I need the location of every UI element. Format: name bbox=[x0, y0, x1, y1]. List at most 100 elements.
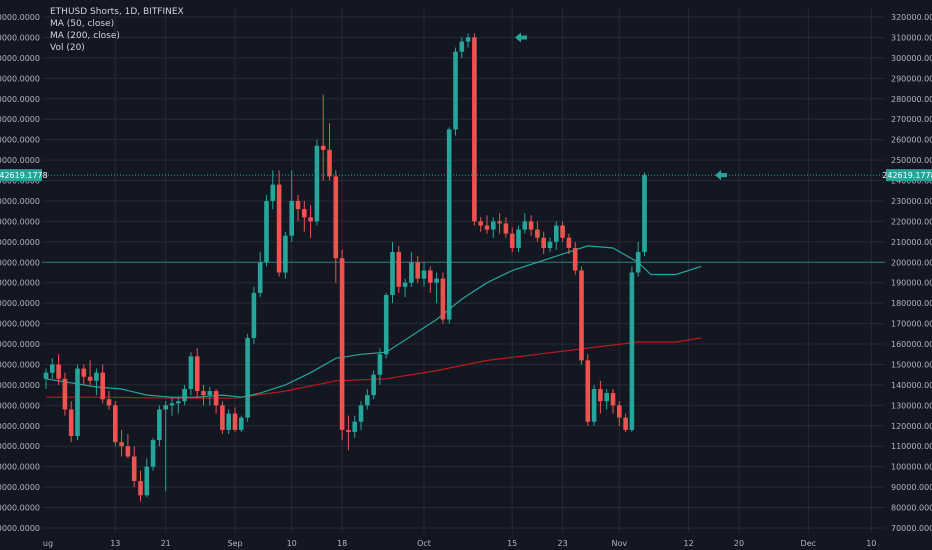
candle-up[interactable] bbox=[554, 225, 559, 242]
candle-down[interactable] bbox=[566, 237, 572, 248]
candle-down[interactable] bbox=[497, 221, 502, 224]
candle-down[interactable] bbox=[81, 368, 87, 377]
candle-down[interactable] bbox=[100, 372, 105, 400]
candle-down[interactable] bbox=[62, 378, 68, 410]
candle-up[interactable] bbox=[163, 405, 168, 410]
candle-down[interactable] bbox=[484, 225, 490, 230]
candle-up[interactable] bbox=[377, 354, 383, 375]
candle-down[interactable] bbox=[56, 364, 61, 379]
candle-down[interactable] bbox=[598, 389, 603, 402]
candle-down[interactable] bbox=[68, 409, 74, 437]
candle-down[interactable] bbox=[623, 417, 628, 430]
candle-down[interactable] bbox=[415, 262, 420, 279]
candle-up[interactable] bbox=[314, 145, 320, 222]
candle-up[interactable] bbox=[251, 292, 257, 338]
candle-down[interactable] bbox=[113, 405, 118, 443]
candle-down[interactable] bbox=[276, 184, 282, 273]
candle-up[interactable] bbox=[371, 374, 376, 396]
candle-up[interactable] bbox=[453, 51, 458, 130]
candle-down[interactable] bbox=[440, 278, 446, 320]
candle-up[interactable] bbox=[144, 466, 150, 496]
candle-up[interactable] bbox=[465, 37, 471, 42]
candle-up[interactable] bbox=[169, 403, 175, 406]
candle-down[interactable] bbox=[528, 221, 534, 230]
candle-up[interactable] bbox=[383, 294, 389, 355]
candle-up[interactable] bbox=[409, 262, 414, 283]
candle-down[interactable] bbox=[472, 37, 477, 222]
candle-down[interactable] bbox=[220, 405, 225, 430]
candle-down[interactable] bbox=[617, 405, 622, 418]
candle-up[interactable] bbox=[434, 278, 439, 283]
candle-down[interactable] bbox=[610, 393, 616, 406]
candle-down[interactable] bbox=[339, 258, 345, 430]
candle-down[interactable] bbox=[346, 429, 351, 432]
candle-up[interactable] bbox=[264, 200, 269, 263]
candle-down[interactable] bbox=[106, 399, 112, 406]
candle-up[interactable] bbox=[358, 405, 364, 422]
candle-up[interactable] bbox=[150, 440, 156, 467]
candle-down[interactable] bbox=[579, 270, 584, 361]
candle-up[interactable] bbox=[94, 372, 99, 381]
candle-down[interactable] bbox=[396, 252, 402, 287]
candle-down[interactable] bbox=[201, 391, 206, 396]
candle-up[interactable] bbox=[491, 221, 496, 230]
candle-up[interactable] bbox=[522, 221, 528, 230]
candle-up[interactable] bbox=[226, 413, 231, 430]
candle-up[interactable] bbox=[642, 175, 647, 253]
candle-up[interactable] bbox=[257, 262, 263, 293]
candle-down[interactable] bbox=[194, 356, 200, 392]
candle-up[interactable] bbox=[239, 417, 244, 430]
candle-down[interactable] bbox=[560, 225, 565, 238]
candle-down[interactable] bbox=[585, 360, 591, 422]
candle-up[interactable] bbox=[604, 393, 609, 402]
candle-up[interactable] bbox=[629, 272, 635, 430]
candle-up[interactable] bbox=[591, 389, 597, 422]
candle-up[interactable] bbox=[245, 337, 250, 418]
candle-up[interactable] bbox=[182, 389, 187, 402]
candle-up[interactable] bbox=[390, 252, 395, 295]
candle-up[interactable] bbox=[459, 41, 465, 52]
candle-up[interactable] bbox=[365, 395, 370, 406]
candle-down[interactable] bbox=[478, 221, 483, 226]
candle-down[interactable] bbox=[302, 209, 307, 218]
candle-down[interactable] bbox=[541, 237, 546, 248]
candle-up[interactable] bbox=[270, 184, 276, 201]
candle-up[interactable] bbox=[421, 270, 427, 279]
candle-down[interactable] bbox=[428, 270, 433, 283]
candle-down[interactable] bbox=[295, 200, 301, 210]
candle-up[interactable] bbox=[50, 364, 55, 373]
candle-down[interactable] bbox=[509, 233, 515, 248]
candle-up[interactable] bbox=[402, 282, 408, 287]
candle-up[interactable] bbox=[176, 401, 181, 404]
y-tick-label-right: 70000.0000 bbox=[891, 524, 932, 533]
candle-down[interactable] bbox=[119, 442, 124, 447]
candle-down[interactable] bbox=[125, 446, 131, 457]
candle-down[interactable] bbox=[213, 391, 219, 406]
candle-up[interactable] bbox=[75, 368, 80, 437]
candle-up[interactable] bbox=[188, 356, 194, 390]
candle-down[interactable] bbox=[572, 247, 578, 271]
candle-up[interactable] bbox=[207, 391, 213, 396]
candle-up[interactable] bbox=[635, 252, 641, 273]
x-tick-label: 15 bbox=[507, 539, 517, 548]
candle-up[interactable] bbox=[43, 372, 49, 379]
candle-down[interactable] bbox=[232, 413, 238, 430]
candle-up[interactable] bbox=[446, 129, 452, 320]
candle-down[interactable] bbox=[308, 217, 313, 222]
candle-down[interactable] bbox=[535, 229, 540, 238]
candle-up[interactable] bbox=[157, 409, 162, 441]
candle-down[interactable] bbox=[131, 456, 137, 481]
candle-down[interactable] bbox=[320, 145, 326, 150]
candle-down[interactable] bbox=[87, 376, 93, 381]
candle-up[interactable] bbox=[283, 235, 288, 273]
candle-up[interactable] bbox=[352, 421, 357, 432]
candle-up[interactable] bbox=[516, 229, 521, 248]
candle-down[interactable] bbox=[327, 149, 332, 177]
candle-up[interactable] bbox=[547, 241, 553, 248]
candle-down[interactable] bbox=[333, 176, 339, 259]
candle-down[interactable] bbox=[138, 480, 143, 496]
candle-up[interactable] bbox=[289, 200, 294, 236]
candle-down[interactable] bbox=[503, 223, 509, 234]
